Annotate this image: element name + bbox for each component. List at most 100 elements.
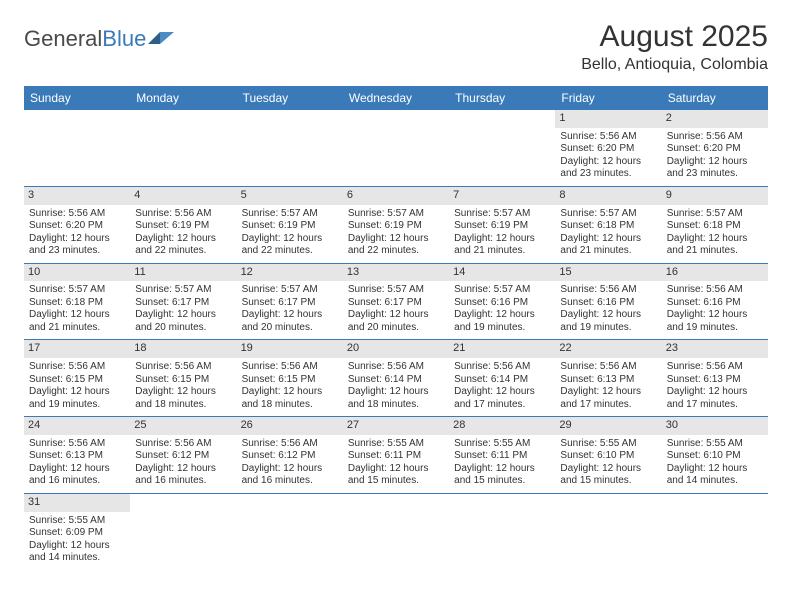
day-cell: 4Sunrise: 5:56 AMSunset: 6:19 PMDaylight… (130, 187, 236, 264)
sunset-text: Sunset: 6:18 PM (667, 220, 763, 233)
empty-cell (555, 494, 661, 570)
day-number: 9 (662, 187, 768, 205)
day-number: 17 (24, 340, 130, 358)
weekday-label: Saturday (662, 86, 768, 110)
daylight-text: Daylight: 12 hours (667, 386, 763, 399)
day-cell: 12Sunrise: 5:57 AMSunset: 6:17 PMDayligh… (237, 264, 343, 341)
sunrise-text: Sunrise: 5:57 AM (560, 208, 656, 221)
day-cell: 31Sunrise: 5:55 AMSunset: 6:09 PMDayligh… (24, 494, 130, 570)
day-cell: 27Sunrise: 5:55 AMSunset: 6:11 PMDayligh… (343, 417, 449, 494)
daylight-text: Daylight: 12 hours (667, 309, 763, 322)
weekday-label: Monday (130, 86, 236, 110)
day-cell: 9Sunrise: 5:57 AMSunset: 6:18 PMDaylight… (662, 187, 768, 264)
daylight-text: and 16 minutes. (29, 475, 125, 488)
daylight-text: Daylight: 12 hours (242, 233, 338, 246)
day-cell: 11Sunrise: 5:57 AMSunset: 6:17 PMDayligh… (130, 264, 236, 341)
daylight-text: Daylight: 12 hours (242, 309, 338, 322)
empty-cell (449, 494, 555, 570)
sunset-text: Sunset: 6:14 PM (348, 374, 444, 387)
daylight-text: Daylight: 12 hours (242, 463, 338, 476)
day-cell: 16Sunrise: 5:56 AMSunset: 6:16 PMDayligh… (662, 264, 768, 341)
daylight-text: Daylight: 12 hours (29, 540, 125, 553)
sunset-text: Sunset: 6:12 PM (135, 450, 231, 463)
sunset-text: Sunset: 6:17 PM (348, 297, 444, 310)
day-cell: 24Sunrise: 5:56 AMSunset: 6:13 PMDayligh… (24, 417, 130, 494)
empty-cell (24, 110, 130, 187)
day-number: 15 (555, 264, 661, 282)
sunrise-text: Sunrise: 5:55 AM (667, 438, 763, 451)
sunrise-text: Sunrise: 5:56 AM (560, 131, 656, 144)
day-number: 2 (662, 110, 768, 128)
logo: GeneralBlue (24, 26, 174, 52)
daylight-text: Daylight: 12 hours (454, 309, 550, 322)
day-number: 18 (130, 340, 236, 358)
sunset-text: Sunset: 6:16 PM (560, 297, 656, 310)
day-number: 21 (449, 340, 555, 358)
daylight-text: Daylight: 12 hours (29, 386, 125, 399)
sunrise-text: Sunrise: 5:57 AM (242, 284, 338, 297)
day-number: 16 (662, 264, 768, 282)
daylight-text: Daylight: 12 hours (560, 309, 656, 322)
day-cell: 7Sunrise: 5:57 AMSunset: 6:19 PMDaylight… (449, 187, 555, 264)
day-cell: 2Sunrise: 5:56 AMSunset: 6:20 PMDaylight… (662, 110, 768, 187)
calendar-page: GeneralBlue August 2025 Bello, Antioquia… (0, 0, 792, 590)
day-cell: 14Sunrise: 5:57 AMSunset: 6:16 PMDayligh… (449, 264, 555, 341)
daylight-text: Daylight: 12 hours (29, 463, 125, 476)
day-number: 12 (237, 264, 343, 282)
day-cell: 3Sunrise: 5:56 AMSunset: 6:20 PMDaylight… (24, 187, 130, 264)
day-number: 11 (130, 264, 236, 282)
daylight-text: and 20 minutes. (135, 322, 231, 335)
title-block: August 2025 Bello, Antioquia, Colombia (581, 20, 768, 74)
sunset-text: Sunset: 6:19 PM (135, 220, 231, 233)
daylight-text: and 19 minutes. (667, 322, 763, 335)
daylight-text: and 19 minutes. (29, 399, 125, 412)
daylight-text: and 22 minutes. (135, 245, 231, 258)
daylight-text: and 21 minutes. (667, 245, 763, 258)
daylight-text: Daylight: 12 hours (135, 233, 231, 246)
daylight-text: and 22 minutes. (242, 245, 338, 258)
daylight-text: Daylight: 12 hours (560, 386, 656, 399)
daylight-text: Daylight: 12 hours (242, 386, 338, 399)
day-number: 26 (237, 417, 343, 435)
sunrise-text: Sunrise: 5:56 AM (29, 361, 125, 374)
sunrise-text: Sunrise: 5:56 AM (242, 361, 338, 374)
day-number: 8 (555, 187, 661, 205)
sunrise-text: Sunrise: 5:56 AM (135, 361, 231, 374)
day-cell: 21Sunrise: 5:56 AMSunset: 6:14 PMDayligh… (449, 340, 555, 417)
daylight-text: and 18 minutes. (135, 399, 231, 412)
daylight-text: Daylight: 12 hours (454, 463, 550, 476)
day-cell: 25Sunrise: 5:56 AMSunset: 6:12 PMDayligh… (130, 417, 236, 494)
day-number: 6 (343, 187, 449, 205)
day-number: 19 (237, 340, 343, 358)
sunset-text: Sunset: 6:20 PM (29, 220, 125, 233)
day-number: 28 (449, 417, 555, 435)
empty-cell (130, 494, 236, 570)
day-cell: 13Sunrise: 5:57 AMSunset: 6:17 PMDayligh… (343, 264, 449, 341)
empty-cell (343, 494, 449, 570)
empty-cell (449, 110, 555, 187)
daylight-text: and 23 minutes. (667, 168, 763, 181)
sunrise-text: Sunrise: 5:57 AM (454, 208, 550, 221)
sunset-text: Sunset: 6:11 PM (454, 450, 550, 463)
day-cell: 28Sunrise: 5:55 AMSunset: 6:11 PMDayligh… (449, 417, 555, 494)
empty-cell (237, 110, 343, 187)
day-number: 14 (449, 264, 555, 282)
day-cell: 5Sunrise: 5:57 AMSunset: 6:19 PMDaylight… (237, 187, 343, 264)
daylight-text: and 20 minutes. (242, 322, 338, 335)
sunset-text: Sunset: 6:13 PM (29, 450, 125, 463)
sunrise-text: Sunrise: 5:55 AM (29, 515, 125, 528)
day-cell: 6Sunrise: 5:57 AMSunset: 6:19 PMDaylight… (343, 187, 449, 264)
daylight-text: and 22 minutes. (348, 245, 444, 258)
daylight-text: and 16 minutes. (135, 475, 231, 488)
sunrise-text: Sunrise: 5:57 AM (135, 284, 231, 297)
sunrise-text: Sunrise: 5:57 AM (242, 208, 338, 221)
day-cell: 26Sunrise: 5:56 AMSunset: 6:12 PMDayligh… (237, 417, 343, 494)
weekday-label: Thursday (449, 86, 555, 110)
logo-part1: General (24, 26, 102, 52)
daylight-text: and 18 minutes. (242, 399, 338, 412)
daylight-text: and 21 minutes. (454, 245, 550, 258)
weekday-label: Sunday (24, 86, 130, 110)
daylight-text: Daylight: 12 hours (29, 309, 125, 322)
sunset-text: Sunset: 6:13 PM (667, 374, 763, 387)
header: GeneralBlue August 2025 Bello, Antioquia… (24, 20, 768, 74)
